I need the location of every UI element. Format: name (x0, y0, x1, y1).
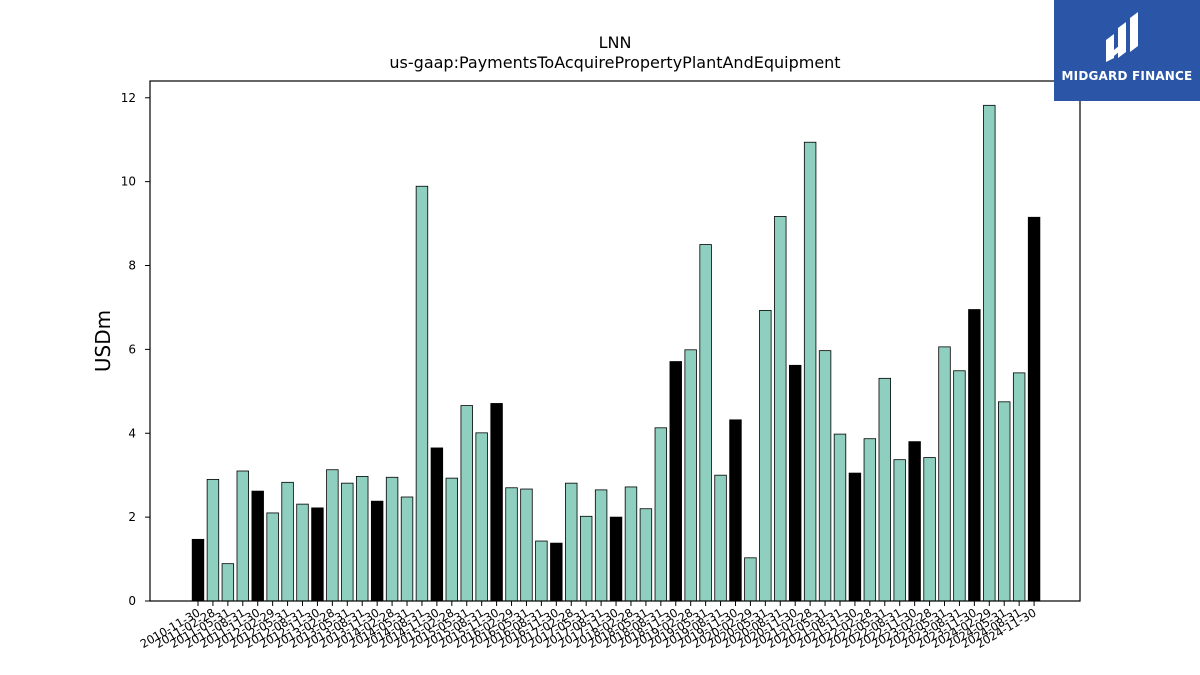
plot-frame (149, 80, 1081, 602)
bar (953, 370, 966, 602)
y-tick-label: 10 (121, 175, 136, 189)
bar (1012, 372, 1026, 602)
y-tick-label: 2 (128, 510, 136, 524)
bar (251, 490, 264, 602)
bar (430, 447, 444, 602)
bar (341, 482, 354, 602)
bar (774, 216, 787, 602)
bar (684, 349, 697, 602)
y-tick-label: 12 (121, 91, 136, 105)
chart-subtitle: us-gaap:PaymentsToAcquirePropertyPlantAn… (389, 53, 841, 72)
bar (609, 516, 623, 602)
bar (759, 309, 772, 602)
bar (654, 427, 668, 602)
bar (923, 457, 936, 602)
bar (983, 104, 996, 602)
bar (281, 481, 294, 602)
chart-title: LNN (598, 33, 632, 52)
bar (833, 433, 847, 602)
bar (266, 512, 279, 602)
bar (400, 496, 414, 602)
bar (878, 377, 891, 602)
bar (221, 563, 235, 602)
bar (908, 441, 921, 602)
bar (415, 185, 429, 602)
brand-mark-icon (1106, 12, 1138, 62)
bar (311, 507, 324, 602)
bar (565, 482, 578, 602)
bar (818, 350, 832, 602)
y-tick-label: 6 (128, 342, 136, 356)
y-tick-label: 0 (128, 594, 136, 608)
bar (550, 542, 563, 602)
bar (296, 503, 309, 602)
bar (893, 459, 906, 602)
bar (863, 438, 877, 602)
bar (729, 419, 742, 602)
bar (505, 487, 518, 602)
bar (445, 477, 459, 602)
brand-name: MIDGARD FINANCE (1061, 69, 1193, 83)
bar (356, 476, 369, 602)
bar (803, 141, 817, 602)
bar (326, 469, 339, 602)
bar (938, 346, 951, 602)
bar (206, 478, 220, 602)
bar (624, 486, 638, 602)
bar (789, 364, 802, 602)
bar (475, 432, 488, 602)
bar (699, 244, 712, 602)
bar (744, 557, 757, 602)
bar (191, 538, 205, 602)
brand-logo: MIDGARD FINANCE (1054, 0, 1200, 101)
bar (460, 405, 473, 602)
bar (639, 508, 653, 602)
bar (579, 515, 593, 602)
y-axis-label: USDm (91, 310, 115, 372)
bar (848, 472, 862, 602)
bar (490, 403, 503, 602)
bar (520, 488, 533, 602)
bar (535, 540, 548, 602)
bar (594, 489, 608, 602)
bar (236, 470, 249, 602)
bar (714, 474, 727, 602)
bar (1027, 216, 1041, 602)
bar (370, 500, 384, 602)
y-tick-label: 8 (128, 259, 136, 273)
bar (998, 401, 1011, 602)
y-tick-label: 4 (128, 426, 136, 440)
bar (968, 309, 981, 602)
bar (385, 476, 399, 602)
bar (669, 361, 682, 602)
